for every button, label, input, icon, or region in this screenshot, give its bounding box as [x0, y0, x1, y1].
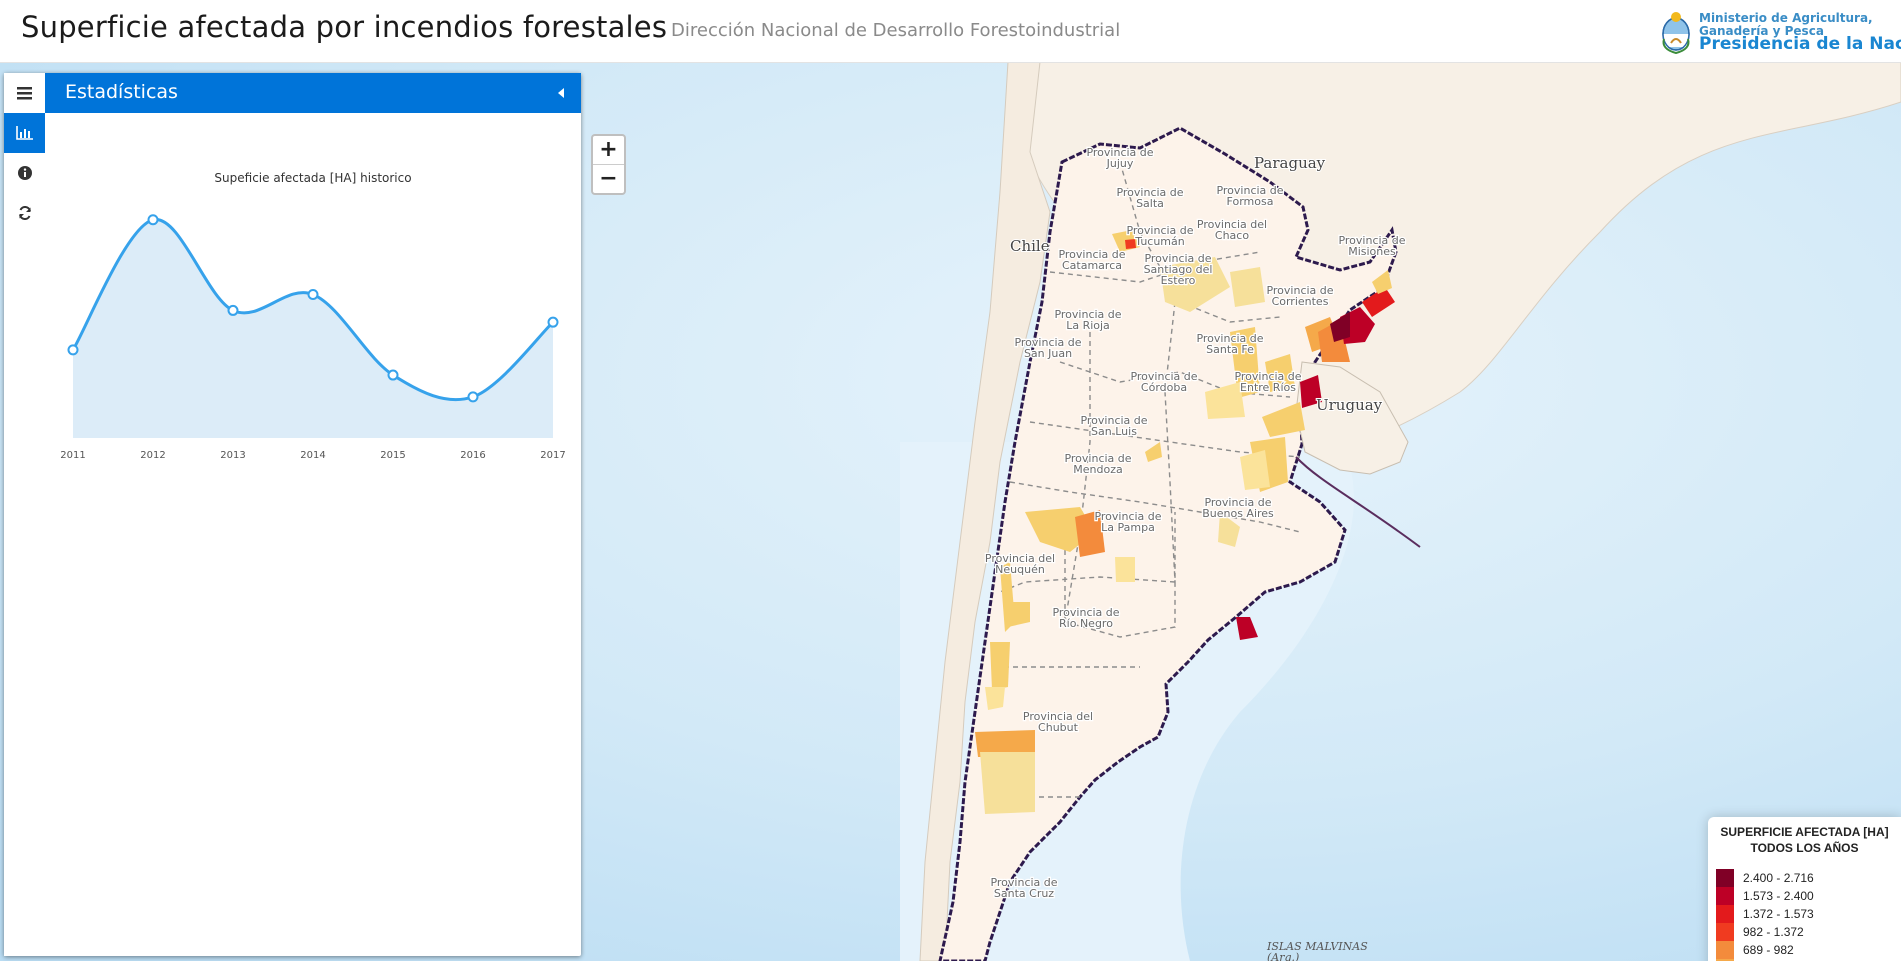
header-bar: Superficie afectada por incendios forest…: [0, 0, 1901, 63]
legend-swatch: [1716, 869, 1734, 887]
caret-left-icon[interactable]: [555, 86, 569, 100]
legend-label: 2.400 - 2.716: [1743, 871, 1814, 885]
zoom-control: + −: [591, 134, 626, 195]
label-buenosaires: Provincia de Buenos Aires: [1202, 496, 1274, 520]
legend-swatch: [1716, 941, 1734, 959]
legend-title-line2: TODOS LOS AÑOS: [1750, 841, 1859, 855]
legend-swatch: [1716, 905, 1734, 923]
argentina-seal-icon: [1662, 12, 1690, 55]
zoom-out-button[interactable]: −: [599, 166, 618, 191]
page-subtitle: Dirección Nacional de Desarrollo Foresto…: [671, 20, 1121, 41]
label-uruguay: Uruguay: [1316, 396, 1383, 414]
chart-area-fill: [73, 219, 553, 438]
menu-tab[interactable]: [4, 73, 45, 113]
label-chubut: Provincia del Chubut: [1023, 710, 1093, 734]
sidebar: Estadísticas Supeficie afectada [HA] his…: [4, 73, 581, 956]
statistics-pane: Estadísticas Supeficie afectada [HA] his…: [45, 73, 581, 956]
pane-header: Estadísticas: [45, 73, 581, 113]
sidebar-tabs: [4, 73, 45, 956]
label-formosa: Provincia de Formosa: [1216, 184, 1283, 208]
label-santiago: Provincia de Santiago del Estero: [1144, 252, 1213, 287]
menu-icon: [17, 86, 32, 99]
chart-title: Supeficie afectada [HA] historico: [214, 171, 412, 185]
chart-point[interactable]: [307, 288, 319, 300]
argentina-land: [938, 126, 1398, 961]
river-plate-boundary: [1295, 456, 1421, 548]
chart-point[interactable]: [547, 316, 559, 328]
ministry-logo[interactable]: Ministerio de Agricultura, Ganadería y P…: [1659, 9, 1901, 57]
label-corrientes: Provincia de Corrientes: [1266, 284, 1333, 308]
chart-points: [67, 214, 559, 403]
x-tick-label: 2011: [60, 450, 85, 461]
legend-label: 982 - 1.372: [1743, 925, 1804, 939]
x-tick-label: 2012: [140, 450, 165, 461]
legend-label: 689 - 982: [1743, 943, 1794, 957]
label-larioja: Provincia de La Rioja: [1054, 308, 1121, 332]
x-tick-label: 2015: [380, 450, 405, 461]
chart-point[interactable]: [467, 391, 479, 403]
statistics-tab[interactable]: [4, 113, 45, 153]
label-sanjuan: Provincia de San Juan: [1014, 336, 1081, 360]
label-chaco: Provincia del Chaco: [1197, 218, 1267, 242]
label-entrerios: Provincia de Entre Ríos: [1234, 370, 1301, 394]
chart-point[interactable]: [67, 344, 79, 356]
logo-presidency-text: Presidencia de la Nación: [1699, 34, 1901, 54]
legend-label: 1.573 - 2.400: [1743, 889, 1814, 903]
chart-point[interactable]: [227, 304, 239, 316]
zoom-in-button[interactable]: +: [593, 136, 624, 165]
uruguay-land: [1295, 361, 1409, 475]
label-mendoza: Provincia de Mendoza: [1064, 452, 1131, 476]
legend-swatch: [1716, 959, 1734, 961]
label-catamarca: Provincia de Catamarca: [1058, 248, 1125, 272]
label-jujuy: Provincia de Jujuy: [1086, 146, 1153, 170]
info-icon: [17, 166, 32, 180]
chile-land: [919, 62, 1051, 961]
label-cordoba: Provincia de Córdoba: [1130, 370, 1197, 394]
label-chile: Chile: [1010, 237, 1050, 255]
label-neuquen: Provincia del Neuquén: [985, 552, 1055, 576]
map-labels: Paraguay Chile Uruguay Provincia de Jujuy…: [984, 145, 1407, 961]
chart-point[interactable]: [147, 214, 159, 226]
label-salta: Provincia de Salta: [1116, 186, 1183, 210]
label-malvinas: ISLAS MALVINAS (Arg.): [1266, 940, 1368, 961]
legend-swatch: [1716, 887, 1734, 905]
x-tick-label: 2016: [460, 450, 485, 461]
label-paraguay: Paraguay: [1254, 154, 1326, 172]
legend-title-line1: SUPERFICIE AFECTADA [HA]: [1720, 825, 1889, 839]
logo-ministry-text: Ministerio de Agricultura, Ganadería y P…: [1699, 11, 1873, 38]
label-tucuman: Provincia de Tucumán: [1126, 224, 1193, 248]
refresh-tab[interactable]: [4, 193, 45, 233]
label-rionegro: Provincia de Río Negro: [1052, 606, 1119, 630]
label-lapampa: Provincia de La Pampa: [1094, 510, 1161, 534]
label-santafe: Provincia de Santa Fe: [1196, 332, 1263, 356]
x-tick-label: 2014: [300, 450, 325, 461]
label-santacruz: Provincia de Santa Cruz: [990, 876, 1057, 900]
legend-title: SUPERFICIE AFECTADA [HA] TODOS LOS AÑOS: [1708, 824, 1901, 856]
x-tick-label: 2013: [220, 450, 245, 461]
legend-label: 1.372 - 1.573: [1743, 907, 1814, 921]
chart-x-ticks: 2011 2012 2013 2014 2015 2016 2017: [60, 450, 565, 461]
label-sanluis: Provincia de San Luis: [1080, 414, 1147, 438]
chart-point[interactable]: [387, 369, 399, 381]
refresh-icon: [18, 206, 31, 220]
fire-areas: [975, 230, 1395, 814]
history-chart: 2011 2012 2013 2014 2015 2016 2017: [60, 214, 566, 461]
map-legend: SUPERFICIE AFECTADA [HA] TODOS LOS AÑOS …: [1708, 817, 1901, 961]
page-title: Superficie afectada por incendios forest…: [21, 10, 668, 44]
info-tab[interactable]: [4, 153, 45, 193]
legend-swatch: [1716, 923, 1734, 941]
bar-chart-icon: [16, 126, 33, 140]
x-tick-label: 2017: [540, 450, 565, 461]
pane-title: Estadísticas: [65, 81, 178, 103]
label-misiones: Provincia de Misiones: [1338, 234, 1405, 258]
